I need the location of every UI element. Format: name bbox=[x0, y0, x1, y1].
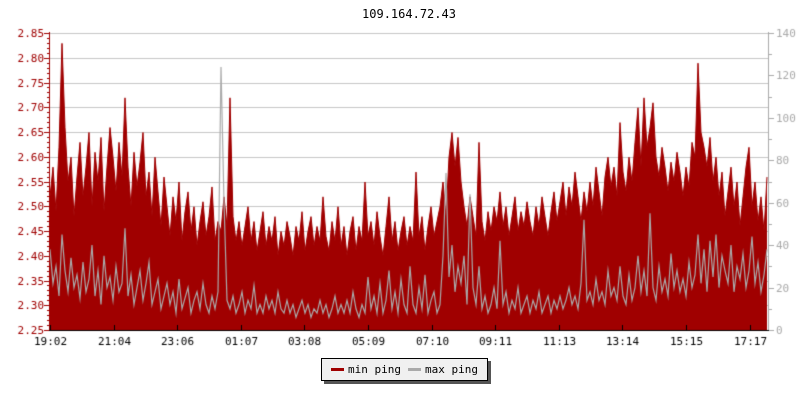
legend-label-min-ping: min ping bbox=[348, 363, 401, 376]
legend-item-max-ping: max ping bbox=[407, 363, 478, 376]
legend-item-min-ping: min ping bbox=[331, 363, 401, 376]
chart-legend: min ping max ping bbox=[321, 358, 488, 381]
legend-label-max-ping: max ping bbox=[424, 363, 478, 376]
min-ping-swatch-icon bbox=[331, 368, 344, 371]
chart-title: 109.164.72.43 bbox=[362, 7, 456, 21]
max-ping-swatch-icon bbox=[407, 368, 421, 371]
